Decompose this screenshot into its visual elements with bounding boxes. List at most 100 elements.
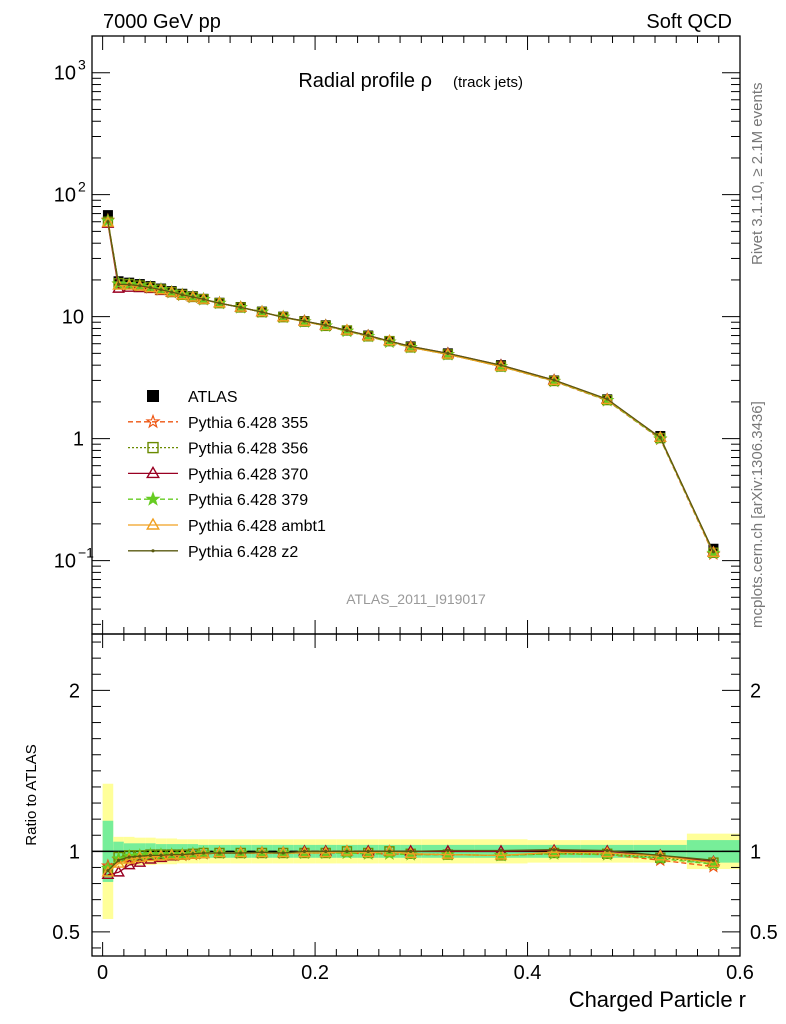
ratio-y-tick-label: 0.5 xyxy=(52,922,80,944)
main-point xyxy=(387,339,392,343)
y-tick-exponent: 3 xyxy=(78,57,86,73)
main-point xyxy=(707,545,720,558)
legend-entry: Pythia 6.428 ambt1 xyxy=(128,517,326,535)
ratio-ylabel: Ratio to ATLAS xyxy=(23,744,40,845)
ratio-point xyxy=(260,850,264,854)
ratio-point xyxy=(340,844,354,856)
x-axis-label: Charged Particle r xyxy=(569,987,746,1012)
ratio-tick-layer xyxy=(92,634,741,956)
ratio-point xyxy=(499,848,503,853)
ratio-point xyxy=(101,867,115,879)
ratio-point xyxy=(366,849,370,853)
main-point xyxy=(600,393,614,405)
ratio-point xyxy=(159,853,163,857)
legend: ATLAS Pythia 6.428 355 Pythia 6.428 356 Pyt… xyxy=(128,389,326,561)
ratio-point xyxy=(361,846,375,858)
legend-marker xyxy=(145,491,161,506)
main-point xyxy=(191,295,195,299)
main-point xyxy=(180,293,184,297)
ratio-tick-labels: 0.5 0.5 1 1 2 2 0 0.2 0.4 0.6 xyxy=(52,680,778,984)
main-title: Radial profile ρ xyxy=(298,70,432,92)
y-tick-label: 10 xyxy=(54,185,76,207)
y-tick-label: 1 xyxy=(73,429,84,451)
main-point xyxy=(605,397,609,401)
legend-entry: Pythia 6.428 379 xyxy=(128,491,308,509)
ratio-point xyxy=(116,858,121,862)
x-tick-label: 0.6 xyxy=(726,962,754,984)
header-right: Soft QCD xyxy=(646,11,732,33)
main-point xyxy=(345,328,349,333)
main-series-line xyxy=(107,221,714,553)
ratio-point xyxy=(201,851,206,855)
ratio-point xyxy=(127,855,131,859)
x-tick-label: 0.4 xyxy=(514,962,542,984)
main-point xyxy=(658,435,662,440)
legend-marker xyxy=(147,390,159,402)
ratio-series-line xyxy=(107,849,714,872)
ratio-point xyxy=(404,846,418,859)
ratio-point xyxy=(552,848,556,852)
ratio-point xyxy=(191,852,195,856)
legend-label: Pythia 6.428 z2 xyxy=(188,544,298,561)
main-series-layer xyxy=(100,210,721,561)
ratio-point xyxy=(446,848,450,853)
main-point xyxy=(101,215,115,227)
main-point xyxy=(127,283,131,287)
main-point xyxy=(653,430,667,442)
legend-label: Pythia 6.428 ambt1 xyxy=(188,518,326,535)
ratio-point xyxy=(122,858,136,870)
ratio-point xyxy=(112,865,125,877)
ratio-point xyxy=(600,846,614,858)
main-point xyxy=(116,282,121,286)
main-point xyxy=(499,363,503,367)
ratio-series-5 xyxy=(106,848,716,873)
ratio-point xyxy=(319,846,333,858)
ratio-point xyxy=(302,849,307,853)
ratio-y-tick-label-right: 0.5 xyxy=(750,922,778,944)
ratio-series-layer xyxy=(100,843,721,879)
main-series-6 xyxy=(106,220,716,554)
ratio-point xyxy=(409,849,413,853)
x-tick-label: 0 xyxy=(97,962,108,984)
main-point xyxy=(239,305,243,310)
ratio-y-tick-label-right: 1 xyxy=(750,841,761,863)
legend-entry: Pythia 6.428 355 xyxy=(128,413,308,432)
watermark: ATLAS_2011_I919017 xyxy=(346,591,486,607)
main-point xyxy=(409,344,413,349)
ratio-point xyxy=(547,845,561,857)
ratio-y-tick-label: 2 xyxy=(69,680,80,702)
ratio-panel: 0.5 0.5 1 1 2 2 0 0.2 0.4 0.6 Ratio to ATLAS Char… xyxy=(23,633,778,1012)
ratio-point xyxy=(138,854,142,858)
y-tick-label: 10 xyxy=(54,63,76,85)
main-point xyxy=(201,297,206,301)
y-tick-label: 10 xyxy=(62,307,84,329)
main-point xyxy=(159,288,163,292)
ratio-point xyxy=(217,851,222,855)
y-tick-exponent: 2 xyxy=(78,179,86,195)
main-point xyxy=(552,378,556,382)
ratio-y-tick-label-right: 2 xyxy=(750,680,761,702)
legend-marker xyxy=(147,441,159,454)
main-point xyxy=(302,319,307,323)
legend-marker xyxy=(145,413,161,429)
y-tick-label: 10 xyxy=(54,551,76,573)
ratio-point xyxy=(494,848,508,860)
legend-label: Pythia 6.428 379 xyxy=(188,492,308,509)
main-point xyxy=(106,220,110,224)
legend-marker xyxy=(151,549,155,553)
ratio-point xyxy=(345,849,349,853)
legend-marker xyxy=(146,465,160,479)
ratio-point xyxy=(106,869,110,873)
legend-label: Pythia 6.428 355 xyxy=(188,415,308,432)
legend-entry: Pythia 6.428 z2 xyxy=(128,544,298,561)
main-point xyxy=(148,286,153,290)
ratio-point xyxy=(276,846,290,858)
legend-entry: Pythia 6.428 356 xyxy=(128,441,308,458)
y-tick-exponent: −1 xyxy=(78,545,94,561)
ratio-point xyxy=(605,848,609,853)
main-point xyxy=(170,290,174,294)
ratio-point xyxy=(387,849,392,853)
